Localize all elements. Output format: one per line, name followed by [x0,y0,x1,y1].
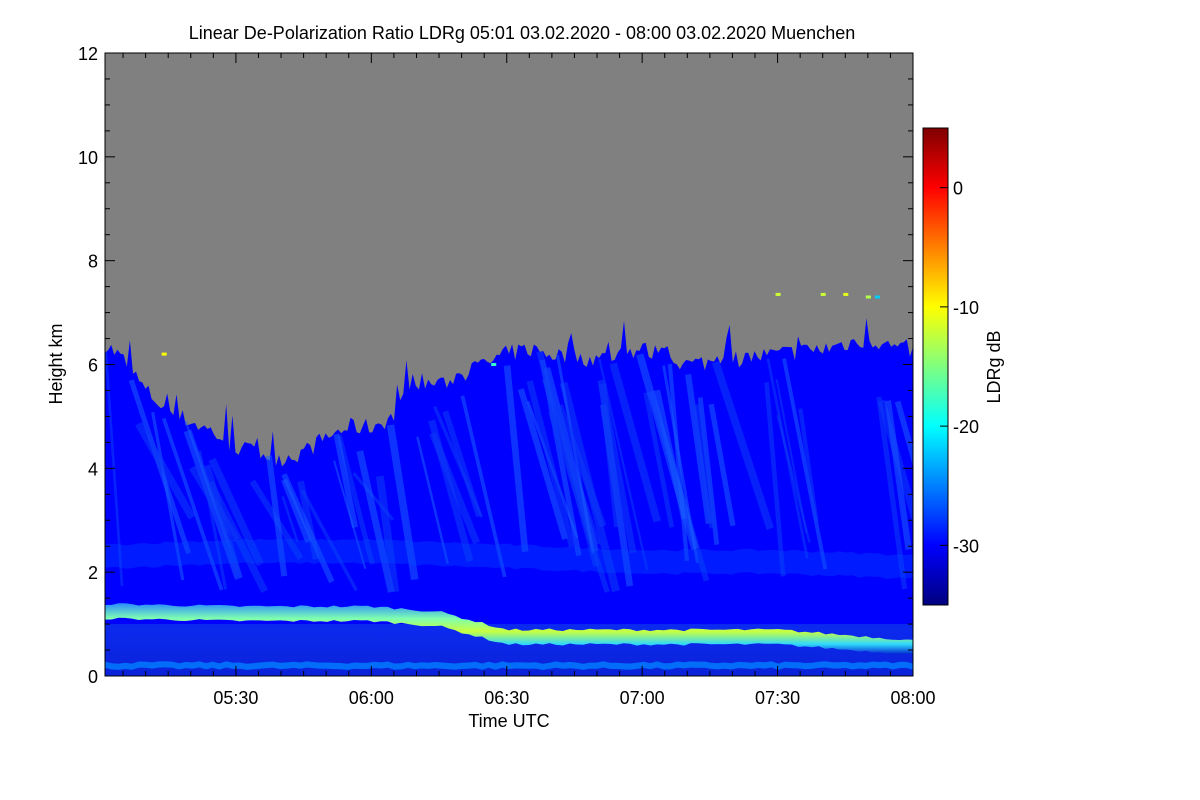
y-tick-label: 10 [78,148,98,168]
fall-streak [766,358,809,559]
fall-streak [300,489,358,592]
fall-streak [416,436,449,565]
fall-streak [356,450,395,593]
y-tick-label: 4 [88,459,98,479]
fall-streak [281,496,299,543]
fall-streak [336,435,375,565]
fall-streak [503,365,529,552]
fall-streak [460,395,507,578]
y-tick-label: 8 [88,252,98,272]
colorbar-tick-label: 0 [953,179,963,199]
fall-streak [203,464,242,576]
fall-streak [333,433,359,529]
fall-streak [281,478,312,544]
y-tick-label: 12 [78,44,98,64]
colorbar-tick-label: -30 [953,536,979,556]
data-point [161,352,167,356]
fall-streak [386,424,419,581]
fall-streak [782,358,828,570]
y-tick-label: 0 [88,667,98,687]
fall-streak [884,400,912,550]
fall-streak [526,380,576,548]
fall-streak [208,457,264,567]
colorbar-ticks: 0 -10 -20 -30 [940,179,979,556]
y-axis-label: Height km [46,323,66,404]
fall-streak [556,404,607,528]
fall-streak [876,396,908,590]
fall-streak [375,475,400,593]
fall-streak [135,421,196,520]
x-tick-label: 06:30 [484,688,529,708]
aerosol-layer [105,661,913,670]
data-point [775,292,781,296]
x-tick-label: 07:30 [755,688,800,708]
fall-streak [643,392,675,528]
data-point [874,295,880,299]
fall-streak [636,353,699,551]
colorbar-label: LDRg dB [984,330,1004,403]
fall-streak [798,408,819,522]
fall-streak [609,362,661,523]
heatmap-area [105,53,913,676]
fall-streak [433,405,484,518]
data-point [491,363,497,366]
colorbar-tick-label: -20 [953,417,979,437]
fall-streak [598,358,649,571]
data-point [820,292,826,296]
fall-streak [692,403,717,529]
x-tick-label: 07:00 [620,688,665,708]
x-tick-label: 08:00 [890,688,935,708]
fall-streak [536,350,600,568]
colorbar [922,127,949,606]
data-point [843,292,849,296]
fall-streak [265,455,288,577]
fall-streak [517,388,569,540]
chart-title: Linear De-Polarization Ratio LDRg 05:01 … [189,23,855,43]
y-tick-label: 6 [88,356,98,376]
fall-streak [597,379,637,554]
aerosol-layer [105,538,913,579]
fall-streak [764,382,786,577]
fall-streak [685,373,712,525]
x-axis-label: Time UTC [468,711,549,731]
fall-streak [708,403,736,527]
colorbar-tick-label: -10 [953,298,979,318]
y-tick-label: 2 [88,563,98,583]
fall-streak [429,431,480,545]
x-tick-label: 06:00 [349,688,394,708]
fall-streak [161,417,224,591]
x-tick-label: 05:30 [213,688,258,708]
fall-streak [711,360,774,530]
fall-streak [877,399,913,525]
fall-streak [894,400,913,467]
fall-streak [105,352,124,587]
fall-streak [667,363,690,562]
fall-streak [775,379,808,534]
aerosol-layer [105,603,913,655]
fall-streak [333,460,367,570]
data-point [865,295,871,299]
axes: 0 2 4 6 8 10 12 05:30 06:00 06:30 07:00 07:30 08:00 [78,44,936,708]
